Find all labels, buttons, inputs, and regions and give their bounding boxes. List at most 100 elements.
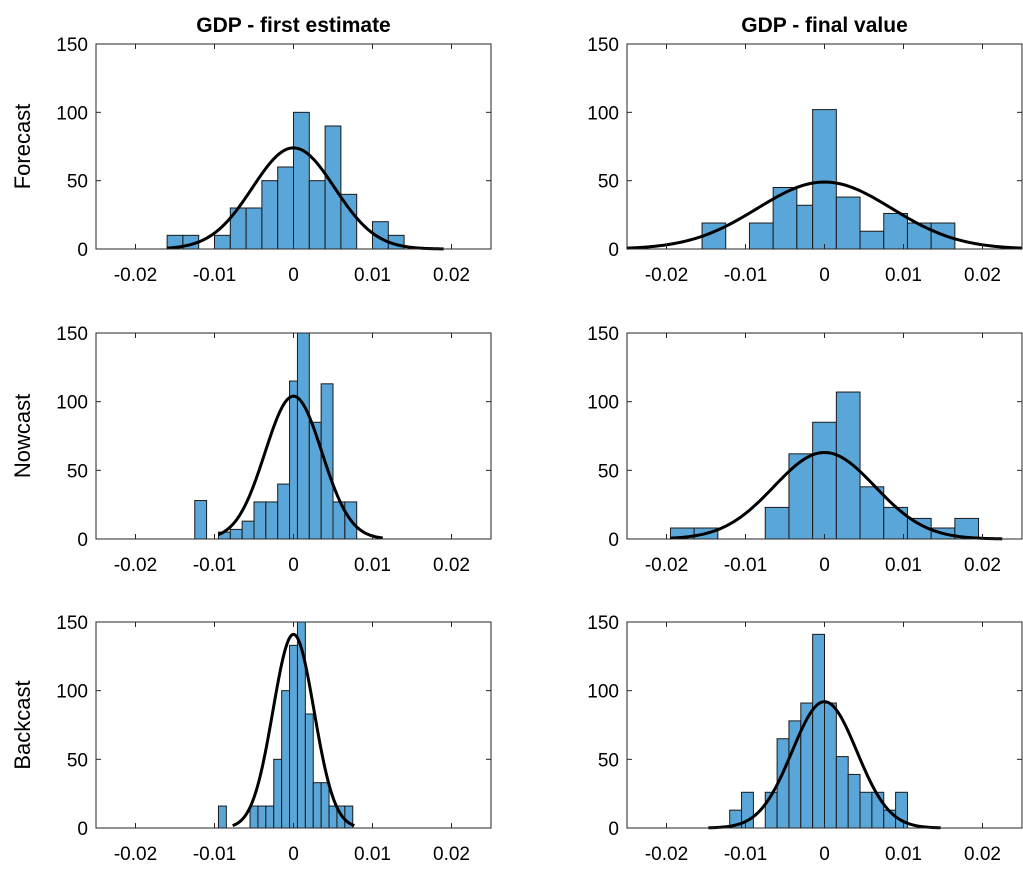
x-tick-label: -0.02	[114, 844, 157, 865]
y-tick-label: 0	[608, 530, 619, 551]
y-tick-label: 50	[598, 461, 619, 482]
x-tick-label: 0	[288, 265, 299, 286]
histogram-bar	[281, 690, 291, 829]
row-label: Nowcast	[10, 394, 35, 478]
normal-fit-curve	[166, 146, 444, 251]
y-tick-label: 50	[67, 750, 88, 771]
histogram-bar	[265, 805, 275, 829]
column-title: GDP - final value	[741, 14, 908, 37]
x-tick-label: -0.01	[724, 265, 767, 286]
x-tick-label: 0.02	[964, 555, 1001, 576]
y-tick-label: 50	[67, 461, 88, 482]
y-tick-label: 150	[56, 324, 88, 345]
x-tick-label: -0.02	[645, 265, 688, 286]
x-tick-label: -0.01	[193, 555, 236, 576]
x-tick-label: 0.01	[885, 265, 922, 286]
y-tick-label: 100	[56, 103, 88, 124]
histogram-bar	[883, 212, 908, 250]
histogram-bar	[289, 380, 298, 540]
x-tick-label: 0	[288, 844, 299, 865]
histogram-panel-2: -0.02 -0.01 0 0.01 0.02 0 50 100 150 GDP - final …	[587, 14, 1023, 286]
normal-fit-curve	[217, 394, 384, 540]
x-tick-label: -0.02	[645, 844, 688, 865]
histogram-bar	[859, 791, 873, 829]
histogram-panel-3: -0.02 -0.01 0 0.01 0.02 0 50 100 150 Nowcast	[10, 324, 492, 576]
x-tick-label: 0	[819, 265, 830, 286]
y-tick-label: 150	[56, 35, 88, 56]
x-tick-label: 0	[819, 844, 830, 865]
histogram-bar	[273, 758, 283, 829]
x-tick-label: 0.02	[964, 844, 1001, 865]
histogram-bar	[796, 204, 814, 250]
histogram-bar	[229, 528, 243, 540]
histogram-bar	[194, 500, 208, 540]
normal-fit-curve	[708, 700, 941, 830]
y-tick-label: 150	[587, 324, 619, 345]
panels: -0.02 -0.01 0 0.01 0.02 0 50 100 150 GDP - first …	[10, 14, 1023, 865]
x-tick-label: 0.02	[433, 555, 470, 576]
y-tick-label: 100	[587, 103, 619, 124]
row-label: Backcast	[10, 680, 35, 769]
histogram-bar	[245, 207, 263, 250]
y-tick-label: 50	[67, 172, 88, 193]
y-tick-label: 0	[77, 240, 88, 261]
x-tick-label: 0	[819, 555, 830, 576]
normal-fit-curve	[670, 450, 1003, 541]
y-tick-label: 50	[598, 172, 619, 193]
histogram-bar	[253, 501, 267, 540]
x-tick-label: 0.01	[885, 844, 922, 865]
y-tick-label: 100	[56, 682, 88, 703]
row-label: Forecast	[10, 104, 35, 190]
normal-fit-curve	[626, 180, 1023, 250]
y-tick-label: 150	[587, 613, 619, 634]
histogram-bar	[812, 633, 826, 829]
x-tick-label: 0.02	[433, 844, 470, 865]
histogram-bar	[859, 230, 885, 250]
x-tick-label: -0.02	[645, 555, 688, 576]
column-title: GDP - first estimate	[196, 14, 391, 37]
histogram-panel-6: -0.02 -0.01 0 0.01 0.02 0 50 100 150	[587, 613, 1023, 865]
y-tick-label: 150	[56, 613, 88, 634]
histogram-bar	[304, 713, 314, 829]
histogram-bar	[847, 773, 861, 829]
histogram-bar	[217, 805, 227, 829]
y-tick-label: 100	[587, 682, 619, 703]
histogram-bar	[265, 501, 279, 540]
x-tick-label: -0.02	[114, 555, 157, 576]
y-tick-label: 0	[77, 530, 88, 551]
y-tick-label: 0	[77, 819, 88, 840]
x-tick-label: 0.01	[885, 555, 922, 576]
histogram-bar	[764, 506, 790, 540]
x-tick-label: 0.01	[354, 265, 391, 286]
histogram-bar	[812, 421, 837, 540]
x-tick-label: 0.02	[964, 265, 1001, 286]
x-tick-label: -0.02	[114, 265, 157, 286]
histogram-bar	[835, 756, 849, 829]
normal-fit-curve	[232, 632, 355, 827]
y-tick-label: 0	[608, 240, 619, 261]
histogram-bar	[859, 486, 885, 540]
histogram-bar	[293, 111, 310, 250]
histogram-bar	[214, 234, 231, 250]
histogram-bar	[257, 805, 267, 829]
y-tick-label: 150	[587, 35, 619, 56]
histogram-bar	[835, 391, 861, 540]
histogram-panel-5: -0.02 -0.01 0 0.01 0.02 0 50 100 150 Backcast	[10, 613, 492, 865]
x-tick-label: 0.01	[354, 555, 391, 576]
histogram-bar	[249, 805, 259, 829]
histogram-bar	[277, 483, 291, 540]
histogram-bar	[312, 782, 322, 829]
histogram-bar	[812, 109, 837, 250]
histogram-bar	[308, 421, 322, 540]
histogram-panel-1: -0.02 -0.01 0 0.01 0.02 0 50 100 150 GDP - first …	[10, 14, 492, 286]
histogram-bar	[277, 166, 295, 250]
histogram-bar	[289, 644, 298, 829]
histogram-bar	[748, 222, 774, 250]
histogram-bar	[261, 180, 279, 250]
histogram-bar	[835, 196, 861, 250]
histogram-bar	[824, 702, 837, 829]
x-tick-label: -0.01	[193, 265, 236, 286]
x-tick-label: -0.01	[724, 844, 767, 865]
x-tick-label: -0.01	[724, 555, 767, 576]
